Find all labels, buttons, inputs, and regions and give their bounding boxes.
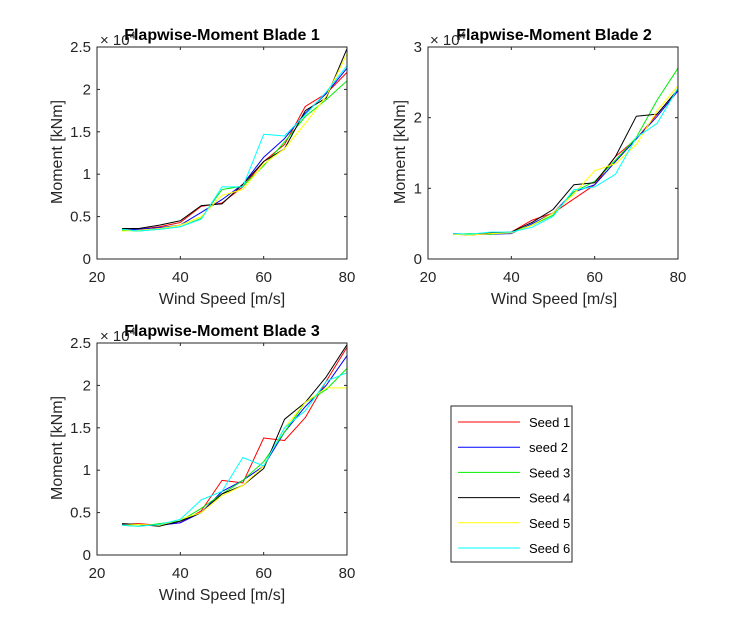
series-line-seed-4 (122, 48, 348, 229)
legend: Seed 1 seed 2 Seed 3 Seed 4 Seed 5 Seed 6 (450, 405, 573, 563)
axis-ticks: 20 40 60 80 0 1 2 3 (414, 39, 687, 286)
legend-label: Seed 3 (529, 465, 570, 480)
x-tick-label: 80 (339, 269, 356, 286)
axes-box (427, 46, 679, 260)
y-tick-label: 3 (414, 39, 422, 56)
chart-title: Flapwise-Moment Blade 2 (456, 27, 652, 44)
x-tick-label: 60 (255, 269, 272, 286)
legend-label: Seed 5 (529, 516, 570, 531)
series-line-seed-4 (121, 344, 348, 527)
series-line-seed-4 (452, 89, 679, 236)
axes-box (96, 46, 348, 260)
x-tick-label: 40 (172, 269, 189, 286)
y-axis-label: Moment [kNm] (49, 396, 66, 500)
y-exponent-label: × 104 (100, 30, 136, 49)
plot-blade-3: Flapwise-Moment Blade 3 × 104 Moment [kN… (49, 323, 355, 604)
y-axis-label: Moment [kNm] (49, 100, 66, 204)
y-tick-label: 0 (414, 251, 422, 268)
x-tick-label: 60 (255, 565, 272, 582)
series-lines (121, 48, 348, 232)
legend-box (450, 405, 573, 563)
y-tick-label: 1 (414, 180, 422, 197)
series-line-seed-1 (122, 72, 348, 230)
y-tick-label: 1.5 (70, 420, 91, 437)
y-axis-label: Moment [kNm] (392, 100, 409, 204)
y-tick-label: 2 (414, 110, 422, 127)
y-tick-label: 1 (83, 462, 91, 479)
x-tick-label: 20 (89, 565, 106, 582)
y-tick-label: 1 (83, 166, 91, 183)
y-tick-label: 2 (83, 81, 91, 98)
axes-box (96, 342, 348, 556)
plot-blade-2: Flapwise-Moment Blade 2 × 104 Moment [kN… (392, 27, 686, 308)
series-line-seed-6 (121, 372, 348, 527)
series-line-seed-6 (452, 87, 679, 235)
legend-label: Seed 4 (529, 491, 570, 506)
x-tick-label: 40 (172, 565, 189, 582)
y-tick-label: 2.5 (70, 39, 91, 56)
y-exponent-label: × 104 (430, 30, 466, 49)
legend-label: Seed 6 (529, 541, 570, 556)
y-tick-label: 0.5 (70, 505, 91, 522)
y-tick-label: 2 (83, 377, 91, 394)
x-tick-label: 20 (89, 269, 106, 286)
x-axis-label: Wind Speed [m/s] (159, 291, 285, 308)
chart-title: Flapwise-Moment Blade 1 (124, 27, 320, 44)
legend-label: Seed 1 (529, 415, 570, 430)
x-tick-label: 40 (503, 269, 520, 286)
y-tick-label: 1.5 (70, 124, 91, 141)
x-axis-label: Wind Speed [m/s] (159, 587, 285, 604)
y-tick-label: 0 (83, 547, 91, 564)
series-line-seed-5 (121, 53, 348, 232)
series-lines (452, 67, 679, 236)
series-line-seed-6 (121, 65, 348, 232)
y-tick-label: 2.5 (70, 335, 91, 352)
y-exponent-label: × 104 (100, 326, 136, 345)
x-axis-label: Wind Speed [m/s] (491, 291, 617, 308)
x-tick-label: 80 (339, 565, 356, 582)
series-lines (121, 344, 348, 527)
plot-blade-1: Flapwise-Moment Blade 1 × 104 Moment [kN… (49, 27, 355, 308)
chart-title: Flapwise-Moment Blade 3 (124, 323, 320, 340)
legend-entries: Seed 1 seed 2 Seed 3 Seed 4 Seed 5 Seed 6 (458, 415, 570, 556)
y-tick-label: 0.5 (70, 209, 91, 226)
x-tick-label: 20 (420, 269, 437, 286)
x-tick-label: 60 (586, 269, 603, 286)
legend-label: seed 2 (529, 440, 568, 455)
x-tick-label: 80 (670, 269, 687, 286)
y-tick-label: 0 (83, 251, 91, 268)
